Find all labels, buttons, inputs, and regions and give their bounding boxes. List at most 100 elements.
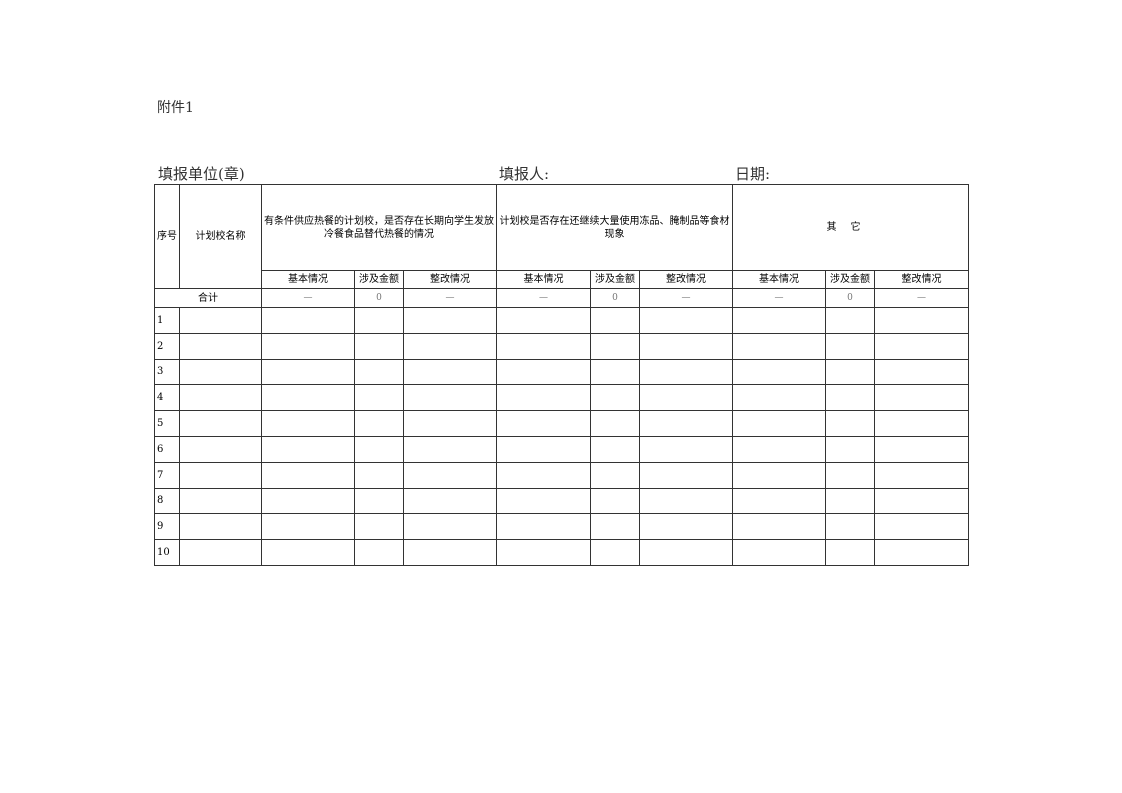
- data-cell[interactable]: [639, 358, 733, 386]
- school-name-cell[interactable]: [179, 487, 262, 515]
- data-cell[interactable]: [732, 513, 826, 541]
- data-cell[interactable]: [354, 307, 404, 334]
- data-cell[interactable]: [403, 539, 497, 566]
- data-cell[interactable]: [261, 410, 355, 437]
- data-cell[interactable]: [354, 513, 404, 541]
- data-cell[interactable]: [825, 332, 875, 360]
- data-cell[interactable]: [354, 358, 404, 386]
- data-cell[interactable]: [261, 358, 355, 386]
- data-cell[interactable]: [825, 461, 875, 489]
- data-cell[interactable]: [496, 332, 591, 360]
- data-cell[interactable]: [354, 332, 404, 360]
- data-cell[interactable]: [590, 332, 640, 360]
- data-cell[interactable]: [496, 358, 591, 386]
- data-cell[interactable]: [590, 487, 640, 515]
- school-name-cell[interactable]: [179, 513, 262, 541]
- school-name-cell[interactable]: [179, 410, 262, 437]
- data-cell[interactable]: [873, 487, 970, 515]
- data-cell[interactable]: [354, 384, 404, 412]
- data-cell[interactable]: [732, 435, 826, 463]
- data-cell[interactable]: [732, 410, 826, 437]
- data-cell[interactable]: [873, 384, 970, 412]
- data-cell[interactable]: [403, 513, 497, 541]
- school-name-cell[interactable]: [179, 307, 262, 334]
- data-cell[interactable]: [732, 539, 826, 566]
- data-cell[interactable]: [354, 487, 404, 515]
- data-cell[interactable]: [354, 435, 404, 463]
- data-cell[interactable]: [261, 539, 355, 566]
- data-cell[interactable]: [825, 539, 875, 566]
- data-cell[interactable]: [354, 410, 404, 437]
- data-cell[interactable]: [496, 487, 591, 515]
- data-cell[interactable]: [496, 513, 591, 541]
- data-cell[interactable]: [403, 487, 497, 515]
- data-cell[interactable]: [873, 410, 970, 437]
- data-cell[interactable]: [496, 307, 591, 334]
- school-name-cell[interactable]: [179, 435, 262, 463]
- data-cell[interactable]: [590, 461, 640, 489]
- data-cell[interactable]: [639, 461, 733, 489]
- data-cell[interactable]: [639, 384, 733, 412]
- data-cell[interactable]: [825, 435, 875, 463]
- data-cell[interactable]: [732, 358, 826, 386]
- data-cell[interactable]: [639, 307, 733, 334]
- data-cell[interactable]: [732, 461, 826, 489]
- data-cell[interactable]: [873, 435, 970, 463]
- data-cell[interactable]: [825, 487, 875, 515]
- data-cell[interactable]: [261, 435, 355, 463]
- data-cell[interactable]: [639, 332, 733, 360]
- data-cell[interactable]: [873, 358, 970, 386]
- data-cell[interactable]: [590, 435, 640, 463]
- data-cell[interactable]: [354, 461, 404, 489]
- data-cell[interactable]: [261, 307, 355, 334]
- data-cell[interactable]: [590, 539, 640, 566]
- data-cell[interactable]: [261, 384, 355, 412]
- data-cell[interactable]: [873, 513, 970, 541]
- data-cell[interactable]: [873, 539, 970, 566]
- data-cell[interactable]: [403, 332, 497, 360]
- data-cell[interactable]: [732, 307, 826, 334]
- data-cell[interactable]: [403, 384, 497, 412]
- data-cell[interactable]: [403, 410, 497, 437]
- school-name-cell[interactable]: [179, 332, 262, 360]
- data-cell[interactable]: [496, 539, 591, 566]
- data-cell[interactable]: [403, 358, 497, 386]
- data-cell[interactable]: [403, 435, 497, 463]
- school-name-cell[interactable]: [179, 461, 262, 489]
- data-cell[interactable]: [590, 513, 640, 541]
- data-cell[interactable]: [261, 332, 355, 360]
- data-cell[interactable]: [639, 435, 733, 463]
- data-cell[interactable]: [825, 410, 875, 437]
- data-cell[interactable]: [496, 384, 591, 412]
- data-cell[interactable]: [825, 358, 875, 386]
- data-cell[interactable]: [354, 539, 404, 566]
- data-cell[interactable]: [261, 461, 355, 489]
- data-cell[interactable]: [639, 487, 733, 515]
- data-cell[interactable]: [732, 332, 826, 360]
- data-cell[interactable]: [873, 307, 970, 334]
- data-cell[interactable]: [825, 307, 875, 334]
- data-cell[interactable]: [639, 513, 733, 541]
- data-cell[interactable]: [590, 384, 640, 412]
- data-cell[interactable]: [590, 410, 640, 437]
- data-cell[interactable]: [496, 410, 591, 437]
- data-cell[interactable]: [403, 461, 497, 489]
- data-cell[interactable]: [403, 307, 497, 334]
- data-cell[interactable]: [261, 487, 355, 515]
- school-name-cell[interactable]: [179, 539, 262, 566]
- data-cell[interactable]: [873, 332, 970, 360]
- data-cell[interactable]: [261, 513, 355, 541]
- data-cell[interactable]: [825, 384, 875, 412]
- school-name-cell[interactable]: [179, 358, 262, 386]
- data-cell[interactable]: [590, 307, 640, 334]
- data-cell[interactable]: [496, 435, 591, 463]
- data-cell[interactable]: [732, 384, 826, 412]
- data-cell[interactable]: [639, 539, 733, 566]
- data-cell[interactable]: [590, 358, 640, 386]
- data-cell[interactable]: [732, 487, 826, 515]
- data-cell[interactable]: [825, 513, 875, 541]
- data-cell[interactable]: [496, 461, 591, 489]
- data-cell[interactable]: [873, 461, 970, 489]
- data-cell[interactable]: [639, 410, 733, 437]
- school-name-cell[interactable]: [179, 384, 262, 412]
